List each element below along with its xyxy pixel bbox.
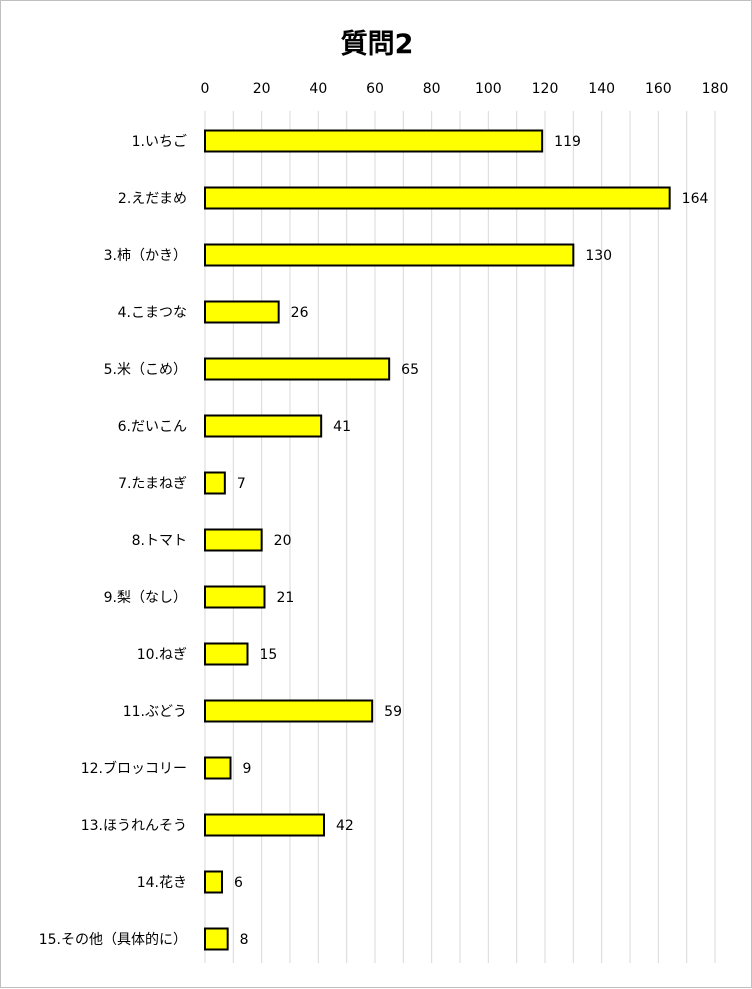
data-label: 59: [384, 704, 402, 720]
x-tick-label: 20: [253, 81, 271, 97]
x-tick-label: 100: [475, 81, 502, 97]
category-label: 10.ねぎ: [137, 647, 187, 663]
data-label: 7: [237, 476, 246, 492]
bar: [204, 585, 266, 609]
x-tick-label: 60: [366, 81, 384, 97]
x-tick-label: 120: [532, 81, 559, 97]
data-label: 41: [333, 419, 351, 435]
category-label: 11.ぶどう: [123, 704, 187, 720]
bars: [204, 129, 671, 951]
bar: [204, 243, 575, 267]
data-label: 42: [336, 818, 354, 834]
bar: [204, 699, 374, 723]
data-labels: 119 164 130 26 65 41 7 20 21 15 59 9 42 6 8: [234, 134, 708, 948]
data-label: 65: [401, 362, 419, 378]
bar: [204, 129, 544, 153]
bar: [204, 642, 249, 666]
x-tick-label: 180: [702, 81, 729, 97]
chart-title: 質問2: [341, 29, 414, 60]
bar: [204, 813, 325, 837]
bar: [204, 186, 671, 210]
bar: [204, 357, 391, 381]
bar: [204, 756, 232, 780]
x-tick-label: 0: [201, 81, 210, 97]
data-label: 20: [274, 533, 292, 549]
x-tick-label: 80: [423, 81, 441, 97]
category-label: 2.えだまめ: [118, 191, 187, 207]
data-label: 119: [554, 134, 581, 150]
category-label: 1.いちご: [132, 134, 187, 150]
category-label: 6.だいこん: [118, 419, 187, 435]
data-label: 9: [243, 761, 252, 777]
x-tick-label: 140: [588, 81, 615, 97]
category-label: 13.ほうれんそう: [81, 818, 187, 834]
bar: [204, 471, 226, 495]
data-label: 164: [682, 191, 709, 207]
data-label: 8: [240, 932, 249, 948]
category-label: 4.こまつな: [118, 305, 187, 321]
category-label: 14.花き: [137, 875, 187, 891]
bar: [204, 414, 323, 438]
category-label: 9.梨（なし）: [104, 590, 187, 606]
data-label: 26: [291, 305, 309, 321]
x-tick-label: 160: [645, 81, 672, 97]
x-tick-label: 40: [309, 81, 327, 97]
category-label: 8.トマト: [132, 533, 187, 549]
category-label: 3.柿（かき）: [104, 247, 187, 264]
bar: [204, 870, 223, 894]
bar: [204, 528, 263, 552]
bar: [204, 300, 280, 324]
data-label: 130: [585, 248, 612, 264]
category-labels: 1.いちご 2.えだまめ 3.柿（かき） 4.こまつな 5.米（こめ） 6.だいこん 7.た…: [39, 134, 187, 948]
category-label: 5.米（こめ）: [104, 362, 187, 378]
category-label: 15.その他（具体的に）: [39, 932, 187, 948]
category-label: 7.たまねぎ: [118, 476, 187, 492]
category-label: 12.ブロッコリー: [81, 760, 187, 777]
x-axis-ticks: 0 20 40 60 80 100 120 140 160 180: [201, 81, 729, 97]
bar: [204, 927, 229, 951]
data-label: 15: [260, 647, 278, 663]
data-label: 6: [234, 875, 243, 891]
data-label: 21: [277, 590, 295, 606]
